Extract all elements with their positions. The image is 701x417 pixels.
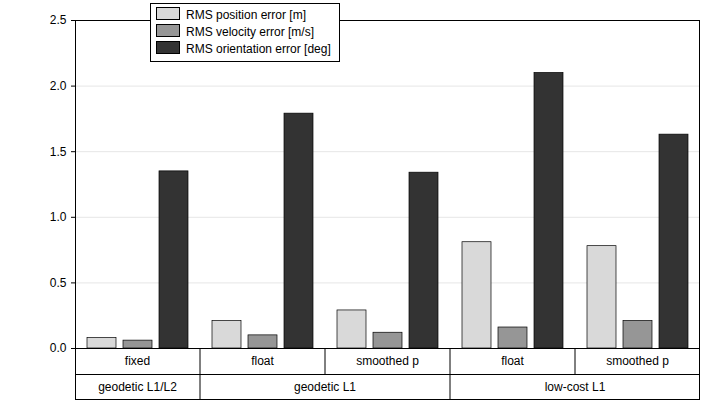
svg-text:geodetic L1: geodetic L1 [294, 380, 356, 394]
svg-text:smoothed p: smoothed p [356, 354, 419, 368]
svg-text:fixed: fixed [125, 354, 150, 368]
svg-text:2.5: 2.5 [50, 13, 67, 27]
svg-text:0.5: 0.5 [50, 276, 67, 290]
svg-text:1.0: 1.0 [50, 210, 67, 224]
svg-text:float: float [501, 354, 524, 368]
html-text:RMS velocity error [m/s]: RMS velocity error [m/s] [186, 25, 314, 39]
svg-text:geodetic L1/L2: geodetic L1/L2 [98, 380, 177, 394]
html-text:RMS orientation error [deg]: RMS orientation error [deg] [186, 42, 331, 56]
svg-text:low-cost L1: low-cost L1 [545, 380, 606, 394]
svg-text:float: float [251, 354, 274, 368]
svg-text:2.0: 2.0 [50, 79, 67, 93]
svg-text:0.0: 0.0 [50, 341, 67, 355]
svg-text:1.5: 1.5 [50, 145, 67, 159]
html-text:RMS position error [m]: RMS position error [m] [186, 8, 306, 22]
svg-text:smoothed p: smoothed p [606, 354, 669, 368]
